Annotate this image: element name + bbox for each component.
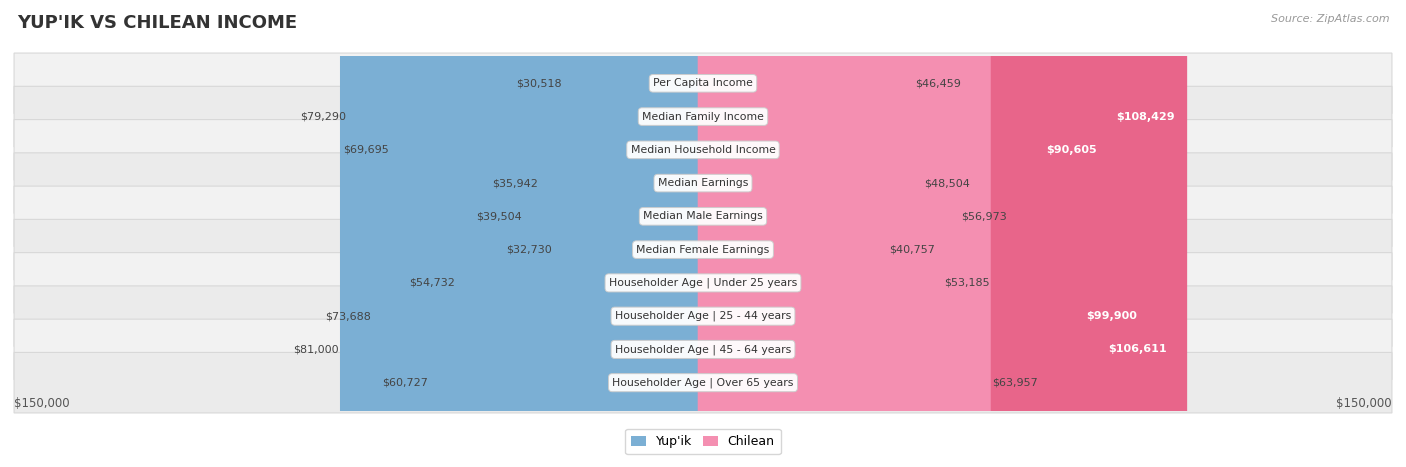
Text: $150,000: $150,000 [1336,397,1392,410]
Text: $99,900: $99,900 [1087,311,1137,321]
Legend: Yup'ik, Chilean: Yup'ik, Chilean [626,429,780,454]
Text: Median Earnings: Median Earnings [658,178,748,188]
FancyBboxPatch shape [347,0,709,467]
FancyBboxPatch shape [14,86,1392,147]
Text: $39,504: $39,504 [477,212,522,221]
FancyBboxPatch shape [538,0,709,467]
Text: Median Household Income: Median Household Income [630,145,776,155]
FancyBboxPatch shape [14,120,1392,180]
FancyBboxPatch shape [697,0,991,467]
FancyBboxPatch shape [14,186,1392,247]
Text: Per Capita Income: Per Capita Income [652,78,754,88]
Text: Median Male Earnings: Median Male Earnings [643,212,763,221]
Text: $79,290: $79,290 [301,112,346,121]
FancyBboxPatch shape [373,0,709,467]
FancyBboxPatch shape [523,0,709,467]
FancyBboxPatch shape [562,0,709,467]
Text: $46,459: $46,459 [915,78,960,88]
Text: $54,732: $54,732 [409,278,454,288]
Text: $56,973: $56,973 [962,212,1007,221]
FancyBboxPatch shape [429,0,709,467]
FancyBboxPatch shape [14,286,1392,347]
FancyBboxPatch shape [14,219,1392,280]
FancyBboxPatch shape [697,0,889,467]
FancyBboxPatch shape [697,0,922,467]
Text: $35,942: $35,942 [492,178,537,188]
Text: Householder Age | Under 25 years: Householder Age | Under 25 years [609,278,797,288]
FancyBboxPatch shape [697,0,1108,467]
Text: $30,518: $30,518 [516,78,561,88]
Text: $69,695: $69,695 [343,145,388,155]
FancyBboxPatch shape [14,253,1392,313]
Text: $48,504: $48,504 [924,178,970,188]
FancyBboxPatch shape [697,0,1180,467]
Text: $53,185: $53,185 [945,278,990,288]
Text: $81,000: $81,000 [292,345,339,354]
FancyBboxPatch shape [697,0,1150,467]
FancyBboxPatch shape [697,0,960,467]
FancyBboxPatch shape [456,0,709,467]
FancyBboxPatch shape [697,0,943,467]
Text: Median Female Earnings: Median Female Earnings [637,245,769,255]
Text: $108,429: $108,429 [1116,112,1175,121]
Text: $73,688: $73,688 [325,311,371,321]
Text: $60,727: $60,727 [382,378,429,388]
FancyBboxPatch shape [553,0,709,467]
FancyBboxPatch shape [389,0,709,467]
Text: $32,730: $32,730 [506,245,551,255]
Text: Median Family Income: Median Family Income [643,112,763,121]
Text: Householder Age | Over 65 years: Householder Age | Over 65 years [612,377,794,388]
Text: $150,000: $150,000 [14,397,70,410]
FancyBboxPatch shape [14,319,1392,380]
Text: Householder Age | 25 - 44 years: Householder Age | 25 - 44 years [614,311,792,321]
FancyBboxPatch shape [340,0,709,467]
Text: YUP'IK VS CHILEAN INCOME: YUP'IK VS CHILEAN INCOME [17,14,297,32]
Text: Source: ZipAtlas.com: Source: ZipAtlas.com [1271,14,1389,24]
Text: $90,605: $90,605 [1046,145,1097,155]
Text: Householder Age | 45 - 64 years: Householder Age | 45 - 64 years [614,344,792,354]
Text: $63,957: $63,957 [993,378,1038,388]
FancyBboxPatch shape [14,53,1392,113]
FancyBboxPatch shape [14,353,1392,413]
FancyBboxPatch shape [14,153,1392,213]
FancyBboxPatch shape [697,0,914,467]
Text: $40,757: $40,757 [890,245,935,255]
Text: $106,611: $106,611 [1108,345,1167,354]
FancyBboxPatch shape [697,0,1187,467]
